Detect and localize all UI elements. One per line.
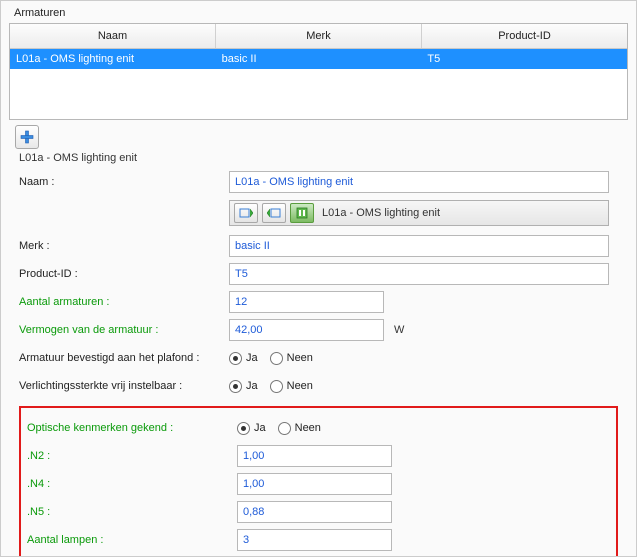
aantal-lampen-input[interactable]	[237, 529, 392, 551]
radio-instelbaar-neen-wrap[interactable]: Neen	[270, 380, 313, 393]
n5-input[interactable]	[237, 501, 392, 523]
radio-label-ja-3: Ja	[254, 422, 266, 434]
import-icon	[239, 207, 253, 219]
import-button[interactable]	[234, 203, 258, 223]
radio-optische-neen-wrap[interactable]: Neen	[278, 422, 321, 435]
productid-input[interactable]	[229, 263, 609, 285]
grid-col-merk[interactable]: Merk	[216, 24, 422, 48]
row-n2: .N2 :	[27, 442, 610, 470]
cell-productid: T5	[421, 51, 627, 67]
radio-optische-ja-wrap[interactable]: Ja	[237, 422, 266, 435]
radio-instelbaar-neen[interactable]	[270, 380, 283, 393]
library-button[interactable]	[290, 203, 314, 223]
radio-group-instelbaar: Ja Neen	[229, 380, 313, 393]
row-instelbaar: Verlichtingssterkte vrij instelbaar : Ja…	[19, 372, 618, 400]
radio-group-optische: Ja Neen	[237, 422, 321, 435]
unit-watt: W	[390, 324, 404, 336]
label-empty	[19, 209, 229, 213]
row-vermogen: Vermogen van de armatuur : W	[19, 316, 618, 344]
row-n5: .N5 :	[27, 498, 610, 526]
merk-input[interactable]	[229, 235, 609, 257]
armaturen-groupbox: Armaturen Naam Merk Product-ID L01a - OM…	[3, 3, 634, 557]
label-aantal-armaturen: Aantal armaturen :	[19, 294, 229, 310]
radio-label-neen: Neen	[287, 352, 313, 364]
radio-instelbaar-ja[interactable]	[229, 380, 242, 393]
label-productid: Product-ID :	[19, 266, 229, 282]
add-button[interactable]	[15, 125, 39, 149]
label-naam: Naam :	[19, 174, 229, 190]
table-row[interactable]: L01a - OMS lighting enit basic II T5	[10, 49, 627, 69]
group-title: Armaturen	[11, 7, 68, 19]
window-root: Armaturen Naam Merk Product-ID L01a - OM…	[0, 0, 637, 557]
radio-label-neen-2: Neen	[287, 380, 313, 392]
label-aantal-lampen: Aantal lampen :	[27, 532, 237, 548]
plus-icon	[20, 130, 34, 144]
grid-col-naam[interactable]: Naam	[10, 24, 216, 48]
label-plafond: Armatuur bevestigd aan het plafond :	[19, 350, 229, 366]
radio-plafond-neen[interactable]	[270, 352, 283, 365]
label-vermogen: Vermogen van de armatuur :	[19, 322, 229, 338]
radio-plafond-neen-wrap[interactable]: Neen	[270, 352, 313, 365]
label-merk: Merk :	[19, 238, 229, 254]
label-n2: .N2 :	[27, 448, 237, 464]
radio-optische-ja[interactable]	[237, 422, 250, 435]
radio-instelbaar-ja-wrap[interactable]: Ja	[229, 380, 258, 393]
row-aantal-armaturen: Aantal armaturen :	[19, 288, 618, 316]
radio-label-ja-2: Ja	[246, 380, 258, 392]
aantal-armaturen-input[interactable]	[229, 291, 384, 313]
row-plafond: Armatuur bevestigd aan het plafond : Ja …	[19, 344, 618, 372]
label-n5: .N5 :	[27, 504, 237, 520]
form-area: Naam :	[9, 168, 628, 557]
label-optische: Optische kenmerken gekend :	[27, 420, 237, 436]
grid-body: L01a - OMS lighting enit basic II T5	[10, 49, 627, 119]
selected-item-title: L01a - OMS lighting enit	[9, 152, 628, 168]
toolbar-strip: L01a - OMS lighting enit	[229, 200, 609, 226]
n2-input[interactable]	[237, 445, 392, 467]
row-aantal-lampen: Aantal lampen :	[27, 526, 610, 554]
export-button[interactable]	[262, 203, 286, 223]
row-optische: Optische kenmerken gekend : Ja Neen	[27, 414, 610, 442]
highlighted-section: Optische kenmerken gekend : Ja Neen	[19, 406, 618, 557]
cell-merk: basic II	[216, 51, 422, 67]
grid-header: Naam Merk Product-ID	[10, 24, 627, 49]
cell-naam: L01a - OMS lighting enit	[10, 51, 216, 67]
row-toolbar: L01a - OMS lighting enit	[19, 196, 618, 226]
row-merk: Merk :	[19, 232, 618, 260]
armaturen-grid: Naam Merk Product-ID L01a - OMS lighting…	[9, 23, 628, 120]
radio-plafond-ja[interactable]	[229, 352, 242, 365]
radio-group-plafond: Ja Neen	[229, 352, 313, 365]
vermogen-input[interactable]	[229, 319, 384, 341]
n4-input[interactable]	[237, 473, 392, 495]
row-n4: .N4 :	[27, 470, 610, 498]
naam-input[interactable]	[229, 171, 609, 193]
grid-col-productid[interactable]: Product-ID	[422, 24, 627, 48]
library-icon	[296, 207, 308, 219]
radio-label-ja: Ja	[246, 352, 258, 364]
row-productid: Product-ID :	[19, 260, 618, 288]
label-n4: .N4 :	[27, 476, 237, 492]
radio-label-neen-3: Neen	[295, 422, 321, 434]
row-naam: Naam :	[19, 168, 618, 196]
toolbar-strip-label: L01a - OMS lighting enit	[318, 207, 440, 219]
export-icon	[267, 207, 281, 219]
radio-plafond-ja-wrap[interactable]: Ja	[229, 352, 258, 365]
label-instelbaar: Verlichtingssterkte vrij instelbaar :	[19, 378, 229, 394]
radio-optische-neen[interactable]	[278, 422, 291, 435]
